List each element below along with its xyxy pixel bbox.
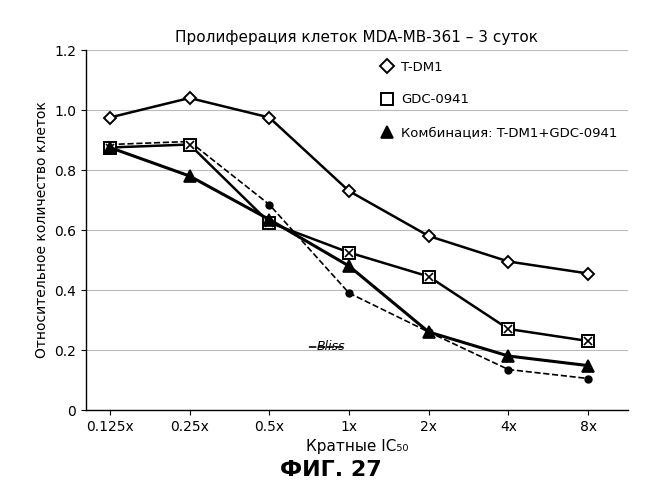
Legend: T-DM1, GDC-0941, Комбинация: T-DM1+GDC-0941: T-DM1, GDC-0941, Комбинация: T-DM1+GDC-0… <box>376 56 621 143</box>
Title: Пролиферация клеток MDA-MB-361 – 3 суток: Пролиферация клеток MDA-MB-361 – 3 суток <box>175 30 539 44</box>
Text: ФИГ. 27: ФИГ. 27 <box>280 460 381 480</box>
Text: Bliss: Bliss <box>317 340 345 353</box>
Y-axis label: Относительное количество клеток: Относительное количество клеток <box>34 102 49 358</box>
X-axis label: Кратные IC₅₀: Кратные IC₅₀ <box>305 440 408 454</box>
